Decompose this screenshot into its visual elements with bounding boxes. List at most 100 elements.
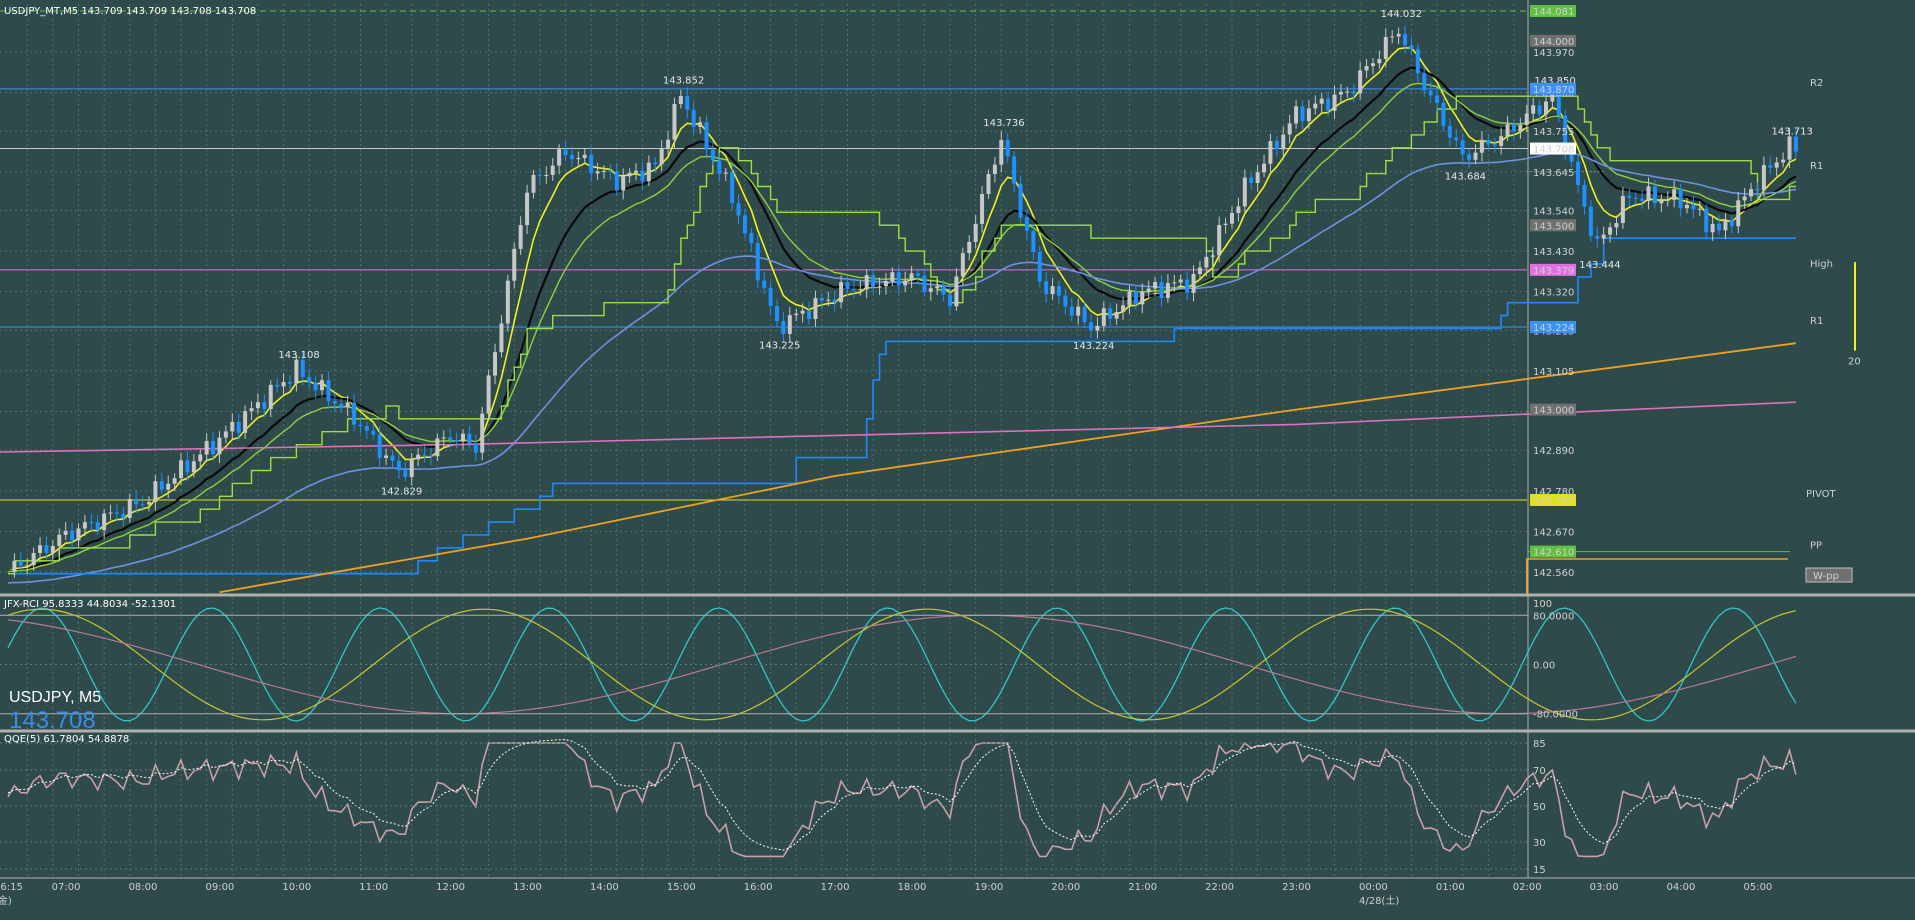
candle-body (1787, 136, 1792, 160)
price-tag-bg (1530, 34, 1576, 47)
candle-body (646, 162, 651, 182)
level-label: R1 (1810, 316, 1823, 327)
candle-body (1383, 37, 1388, 59)
candle-body (307, 377, 312, 383)
level-label: PIVOT (1806, 489, 1837, 500)
price-annotation: 143.224 (1073, 341, 1114, 352)
candle-body (1018, 183, 1023, 218)
level-tag: 142.755 (1533, 496, 1574, 507)
candle-body (1428, 90, 1433, 96)
candle-body (1204, 256, 1209, 268)
candle-body (185, 460, 190, 473)
candle-body (1627, 195, 1632, 198)
candle-body (1601, 234, 1606, 239)
candle-body (1595, 235, 1600, 239)
candle-body (678, 96, 683, 104)
candle-body (755, 243, 760, 281)
rci-header: JFX-RCI 95.8333 44.8034 -52.1301 (3, 599, 176, 610)
wpp-box (1805, 567, 1853, 583)
candle-body (967, 241, 972, 254)
price-annotations: 143.108 142.829 143.852 143.225 143.736 143.2… (278, 9, 1813, 498)
candle-body (454, 440, 459, 442)
candle-body (1031, 230, 1036, 253)
candle-body (653, 162, 658, 165)
candle-body (544, 174, 549, 176)
candle-body (1101, 308, 1106, 326)
rci-tick: 100 (1533, 599, 1552, 610)
rci-mid (7, 608, 1797, 721)
candle-body (1133, 291, 1138, 305)
candle-body (1351, 91, 1356, 94)
candle-body (1415, 49, 1420, 74)
candle-body (787, 315, 792, 334)
candle-body (1172, 282, 1177, 284)
candle-body (1544, 101, 1548, 115)
candle-body (640, 170, 645, 182)
candle-body (1633, 197, 1638, 199)
candle-body (563, 149, 568, 156)
candle-body (1505, 124, 1510, 137)
candle-body (44, 545, 49, 554)
candle-body (717, 160, 722, 174)
candle-body (1095, 325, 1100, 331)
main-header: USDJPY_MT,M5 143.709 143.709 143.708 143… (4, 6, 256, 17)
candle-body (1089, 322, 1094, 331)
candle-body (948, 294, 953, 307)
candle-body (223, 431, 228, 438)
candle-body (416, 454, 421, 460)
candle-body (332, 401, 337, 404)
candle-body (883, 281, 888, 287)
candle-body (1608, 227, 1613, 235)
rci-tick: 0.00 (1533, 661, 1555, 672)
candle-body (166, 483, 171, 490)
candle-body (1511, 124, 1516, 132)
candle-body (25, 565, 30, 567)
candle-body (659, 148, 664, 165)
candle-body (864, 275, 869, 290)
price-annotation: 143.850 (1534, 76, 1575, 87)
candle-body (50, 546, 55, 554)
candle-body (179, 460, 184, 479)
candle-body (505, 280, 510, 324)
candle-body (1755, 189, 1760, 191)
candle-body (582, 154, 587, 159)
candle-body (396, 460, 401, 471)
price-tick: 142.780 (1533, 487, 1574, 498)
candle-body (1191, 273, 1196, 293)
candle-body (249, 408, 254, 412)
candle-body (1697, 208, 1702, 210)
candle-body (499, 323, 504, 353)
candle-body (1229, 212, 1234, 224)
candle-body (742, 215, 747, 234)
ma-black (7, 66, 1797, 573)
candle-body (736, 203, 741, 216)
candle-body (95, 522, 100, 531)
candle-body (191, 461, 196, 473)
candle-body (730, 172, 735, 204)
candle-body (1569, 151, 1574, 162)
candle-body (345, 402, 350, 408)
price-overlay: 143.708 (9, 707, 96, 734)
candle-body (839, 282, 844, 303)
candle-body (1736, 200, 1741, 227)
qqe-tick: 50 (1533, 802, 1546, 813)
candle-body (915, 273, 920, 276)
candle-body (230, 421, 235, 432)
candle-body (685, 96, 690, 110)
candle-body (1614, 223, 1619, 228)
candle-body (1044, 281, 1049, 295)
candle-body (76, 528, 81, 541)
qqe-signal (7, 739, 1797, 851)
candle-body (172, 478, 177, 484)
candle-body (851, 288, 856, 291)
level-tag-bg (1530, 493, 1576, 506)
candle-body (1012, 156, 1017, 184)
candle-body (1620, 195, 1625, 224)
candle-body (1358, 70, 1363, 94)
price-tag: 144.000 (1533, 37, 1574, 48)
candle-body (1396, 33, 1401, 37)
candle-body (428, 455, 433, 457)
price-tick: 143.320 (1533, 288, 1574, 299)
price-tag-bg (1530, 403, 1576, 416)
candle-body (243, 411, 248, 433)
